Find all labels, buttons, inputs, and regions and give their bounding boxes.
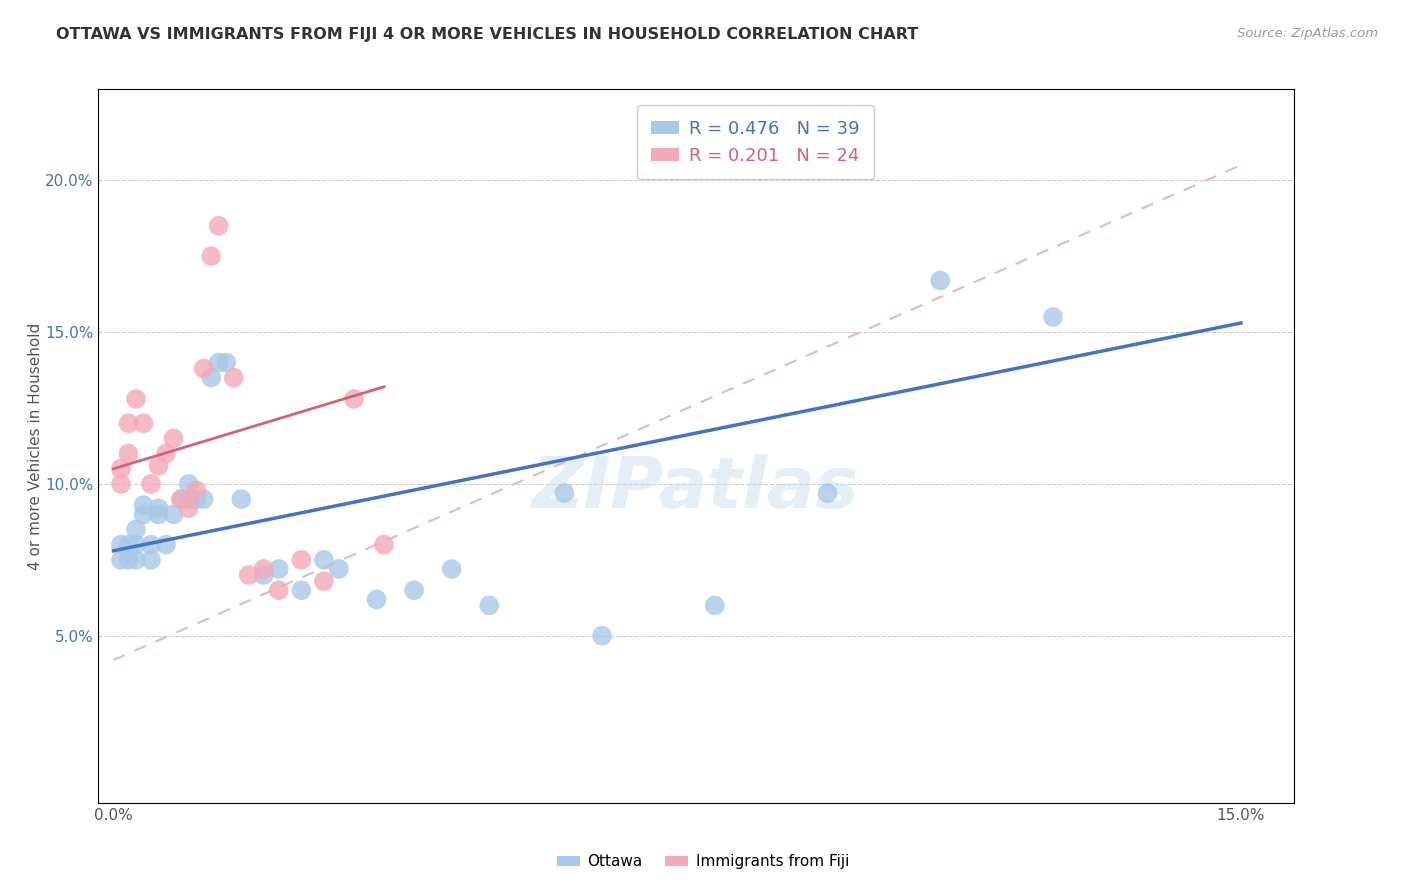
Point bbox=[200, 249, 222, 263]
Point bbox=[125, 538, 148, 552]
Point bbox=[290, 583, 312, 598]
Point bbox=[267, 583, 290, 598]
Point bbox=[117, 538, 139, 552]
Point bbox=[162, 431, 184, 445]
Y-axis label: 4 or more Vehicles in Household: 4 or more Vehicles in Household bbox=[28, 322, 42, 570]
Point bbox=[177, 501, 200, 516]
Point bbox=[193, 361, 215, 376]
Point bbox=[184, 483, 207, 497]
Point bbox=[155, 447, 177, 461]
Legend: Ottawa, Immigrants from Fiji: Ottawa, Immigrants from Fiji bbox=[551, 848, 855, 875]
Point bbox=[253, 562, 276, 576]
Point bbox=[553, 486, 575, 500]
Point bbox=[703, 599, 725, 613]
Point bbox=[193, 492, 215, 507]
Point bbox=[139, 553, 162, 567]
Point bbox=[328, 562, 350, 576]
Point bbox=[591, 629, 613, 643]
Point bbox=[312, 553, 335, 567]
Point bbox=[215, 355, 238, 369]
Point bbox=[200, 370, 222, 384]
Point bbox=[117, 447, 139, 461]
Point bbox=[110, 553, 132, 567]
Point bbox=[170, 492, 193, 507]
Point bbox=[117, 553, 139, 567]
Point bbox=[267, 562, 290, 576]
Point bbox=[148, 508, 170, 522]
Point bbox=[110, 538, 132, 552]
Point bbox=[253, 568, 276, 582]
Point bbox=[170, 492, 193, 507]
Point bbox=[817, 486, 839, 500]
Point bbox=[929, 273, 952, 287]
Legend: R = 0.476   N = 39, R = 0.201   N = 24: R = 0.476 N = 39, R = 0.201 N = 24 bbox=[637, 105, 875, 179]
Point bbox=[132, 508, 155, 522]
Point bbox=[231, 492, 253, 507]
Point bbox=[312, 574, 335, 588]
Point bbox=[440, 562, 463, 576]
Point bbox=[132, 498, 155, 512]
Point bbox=[404, 583, 426, 598]
Point bbox=[110, 477, 132, 491]
Point bbox=[125, 392, 148, 406]
Point bbox=[148, 501, 170, 516]
Point bbox=[373, 538, 395, 552]
Text: OTTAWA VS IMMIGRANTS FROM FIJI 4 OR MORE VEHICLES IN HOUSEHOLD CORRELATION CHART: OTTAWA VS IMMIGRANTS FROM FIJI 4 OR MORE… bbox=[56, 27, 918, 42]
Point bbox=[290, 553, 312, 567]
Point bbox=[139, 538, 162, 552]
Point bbox=[1042, 310, 1064, 324]
Point bbox=[132, 416, 155, 430]
Point bbox=[125, 553, 148, 567]
Point bbox=[238, 568, 260, 582]
Point bbox=[125, 523, 148, 537]
Point bbox=[162, 508, 184, 522]
Point bbox=[208, 219, 231, 233]
Point bbox=[177, 492, 200, 507]
Text: ZIPatlas: ZIPatlas bbox=[533, 454, 859, 524]
Point bbox=[184, 492, 207, 507]
Point bbox=[343, 392, 366, 406]
Point bbox=[366, 592, 388, 607]
Point bbox=[155, 538, 177, 552]
Point bbox=[117, 416, 139, 430]
Text: Source: ZipAtlas.com: Source: ZipAtlas.com bbox=[1237, 27, 1378, 40]
Point bbox=[177, 477, 200, 491]
Point bbox=[148, 458, 170, 473]
Point bbox=[222, 370, 245, 384]
Point bbox=[110, 462, 132, 476]
Point bbox=[208, 355, 231, 369]
Point bbox=[139, 477, 162, 491]
Point bbox=[478, 599, 501, 613]
